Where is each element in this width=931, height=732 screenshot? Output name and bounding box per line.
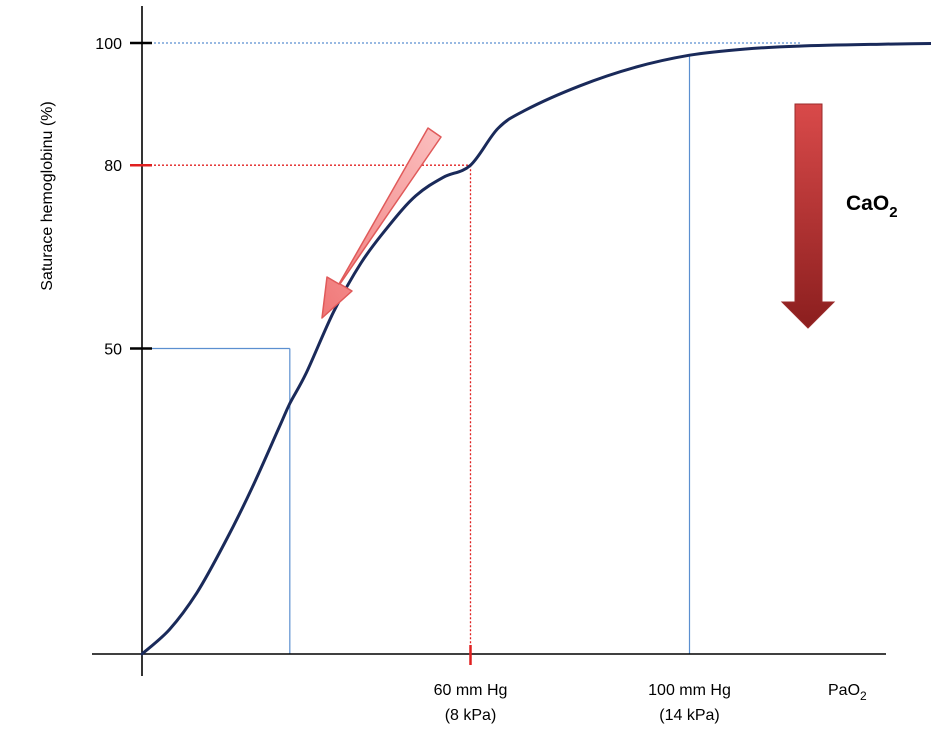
x-tick-label-60: 60 mm Hg [434,682,508,699]
cao2-label-main: CaO [846,192,889,215]
x-axis-label: PaO2 [828,682,867,703]
y-ticks: 100 80 50 [95,36,152,359]
cao2-label-sub: 2 [889,204,897,221]
cao2-label: CaO2 [846,192,898,221]
x-axis-label-main: PaO [828,682,860,699]
x-tick-label-100: 100 mm Hg [648,682,731,699]
x-axis-label-sub: 2 [860,689,867,703]
x-ticks: 60 mm Hg (8 kPa) 100 mm Hg (14 kPa) [434,645,731,724]
left-shift-arrow [321,127,442,319]
cao2-arrow [780,103,836,329]
y-tick-label-80: 80 [104,158,122,175]
x-tick-sublabel-100: (14 kPa) [659,707,719,724]
x-tick-sublabel-60: (8 kPa) [445,707,497,724]
reference-lines [142,42,800,654]
dissociation-curve [140,41,931,656]
y-axis-label: Saturace hemoglobinu (%) [39,101,56,290]
y-tick-label-50: 50 [104,342,122,359]
y-tick-label-100: 100 [95,36,122,53]
